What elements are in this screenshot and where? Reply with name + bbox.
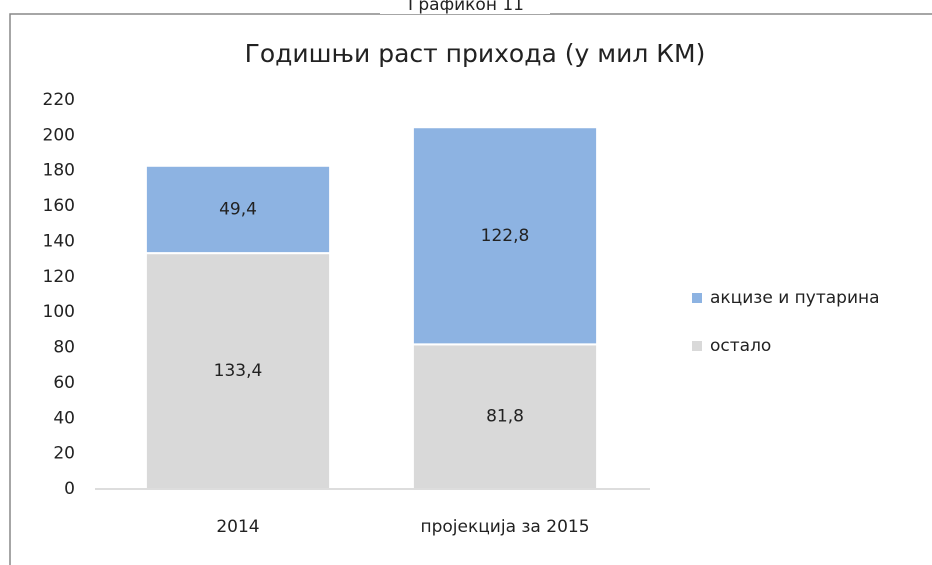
x-tick-label: 2014 <box>216 517 259 537</box>
bar-segment <box>411 343 599 490</box>
y-tick-label: 160 <box>43 196 75 216</box>
bar-segment <box>144 252 332 490</box>
legend-label: акцизе и путарина <box>710 288 880 308</box>
y-tick-label: 80 <box>53 338 75 358</box>
y-tick-label: 40 <box>53 408 75 428</box>
legend-swatch <box>692 341 702 351</box>
data-label: 81,8 <box>486 407 524 427</box>
data-label: 49,4 <box>219 199 257 219</box>
data-label: 133,4 <box>214 361 263 381</box>
caption-bg <box>380 0 550 14</box>
y-tick-label: 180 <box>43 161 75 181</box>
y-tick-label: 200 <box>43 125 75 145</box>
y-tick-label: 0 <box>64 479 75 499</box>
caption: Графикон 11 <box>408 0 524 15</box>
bar-segment <box>144 164 332 255</box>
legend-swatch <box>692 293 702 303</box>
x-tick-label: пројекција за 2015 <box>420 517 589 537</box>
data-label: 122,8 <box>481 226 530 246</box>
y-tick-label: 220 <box>43 90 75 110</box>
y-tick-label: 120 <box>43 267 75 287</box>
y-tick-label: 140 <box>43 231 75 251</box>
y-tick-label: 20 <box>53 444 75 464</box>
chart-title: Годишњи раст прихода (у мил КМ) <box>245 39 706 68</box>
y-tick-label: 60 <box>53 373 75 393</box>
bar-segment <box>411 126 599 346</box>
y-tick-label: 100 <box>43 302 75 322</box>
legend-label: остало <box>710 336 771 356</box>
